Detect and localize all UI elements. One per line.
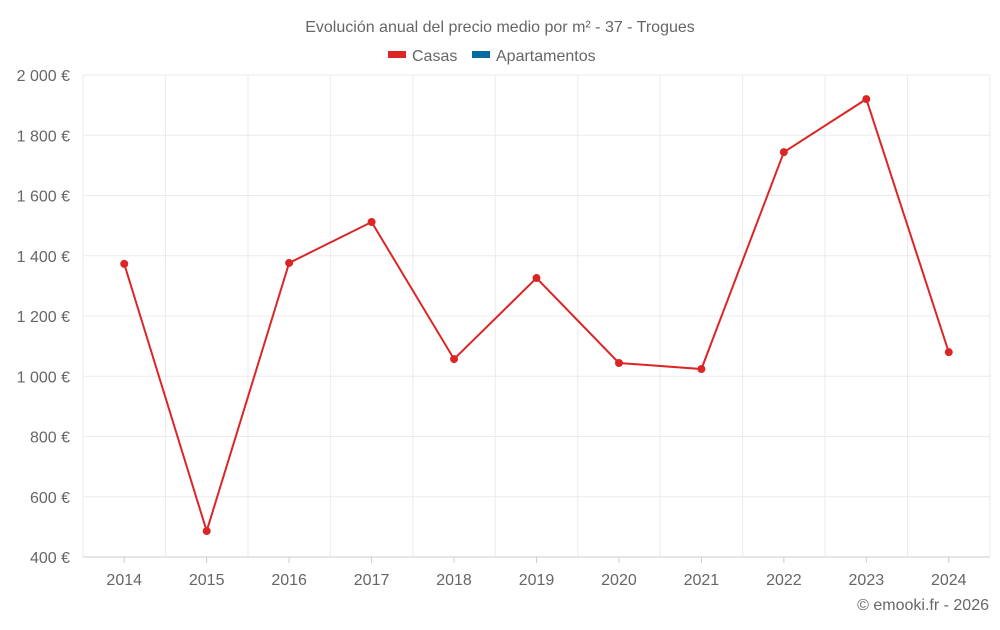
y-tick-label: 1 000 € <box>17 369 70 386</box>
legend-label: Casas <box>412 48 457 65</box>
y-tick-label: 600 € <box>30 490 70 507</box>
y-tick-label: 1 400 € <box>17 249 70 266</box>
x-tick-label: 2015 <box>189 572 225 589</box>
legend-item-apartamentos: Apartamentos <box>472 48 596 65</box>
x-tick-label: 2022 <box>766 572 802 589</box>
x-tick-label: 2023 <box>849 572 885 589</box>
data-point <box>450 355 459 364</box>
x-tick-label: 2021 <box>684 572 720 589</box>
data-point <box>367 218 376 227</box>
legend-swatch <box>472 51 490 58</box>
credit: © emooki.fr - 2026 <box>857 597 989 614</box>
x-tick-label: 2019 <box>519 572 555 589</box>
data-point <box>285 258 294 267</box>
x-tick-label: 2020 <box>601 572 637 589</box>
y-axis: 400 € 600 € 800 € 1 000 € 1 200 € 1 400 € 1 60… <box>17 68 70 567</box>
data-point <box>202 527 211 536</box>
x-axis: 2014 2015 2016 2017 2018 2019 2020 2021 2022 2023… <box>106 557 967 589</box>
legend: Casas Apartamentos <box>388 48 596 65</box>
legend-label: Apartamentos <box>496 48 596 65</box>
data-point <box>120 259 129 268</box>
y-tick-label: 1 600 € <box>17 189 70 206</box>
legend-swatch <box>388 51 406 58</box>
data-point <box>614 358 623 367</box>
y-tick-label: 800 € <box>30 430 70 447</box>
y-tick-label: 1 200 € <box>17 309 70 326</box>
x-tick-label: 2018 <box>436 572 472 589</box>
data-point <box>944 348 953 357</box>
chart-title: Evolución anual del precio medio por m² … <box>305 19 695 36</box>
grid <box>82 74 991 558</box>
x-tick-label: 2024 <box>931 572 967 589</box>
x-tick-label: 2016 <box>271 572 307 589</box>
y-tick-label: 400 € <box>30 550 70 567</box>
data-point <box>697 365 706 374</box>
y-tick-label: 2 000 € <box>17 68 70 85</box>
data-point <box>862 95 871 104</box>
series-layer <box>120 95 953 536</box>
x-tick-label: 2017 <box>354 572 390 589</box>
x-tick-label: 2014 <box>106 572 142 589</box>
y-tick-label: 1 800 € <box>17 128 70 145</box>
legend-item-casas: Casas <box>388 48 457 65</box>
data-point <box>532 274 541 283</box>
data-point <box>779 148 788 157</box>
